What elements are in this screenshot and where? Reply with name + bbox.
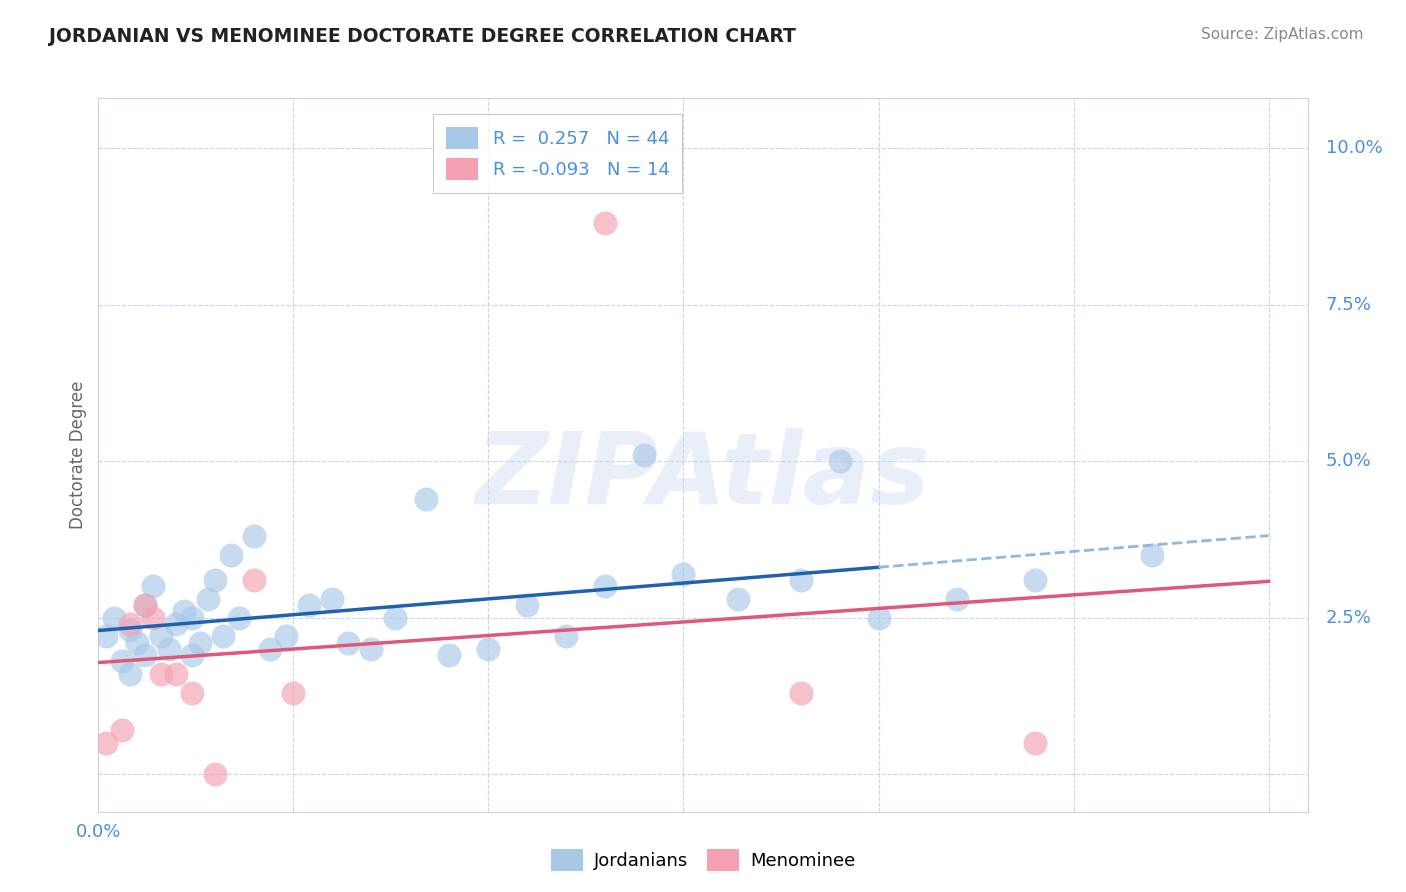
- Point: [516, 598, 538, 612]
- Point: [868, 610, 890, 624]
- Point: [134, 598, 156, 612]
- Point: [1024, 736, 1046, 750]
- Point: [1024, 573, 1046, 587]
- Y-axis label: Doctorate Degree: Doctorate Degree: [69, 381, 87, 529]
- Point: [595, 216, 617, 230]
- Text: 7.5%: 7.5%: [1326, 295, 1372, 314]
- Point: [149, 667, 172, 681]
- Point: [212, 630, 235, 644]
- Point: [283, 686, 305, 700]
- Point: [181, 610, 204, 624]
- Point: [181, 686, 204, 700]
- Point: [165, 616, 187, 631]
- Point: [204, 767, 226, 781]
- Point: [173, 604, 195, 618]
- Point: [118, 616, 141, 631]
- Point: [274, 630, 297, 644]
- Point: [111, 655, 134, 669]
- Text: 2.5%: 2.5%: [1326, 608, 1372, 627]
- Point: [228, 610, 250, 624]
- Text: JORDANIAN VS MENOMINEE DOCTORATE DEGREE CORRELATION CHART: JORDANIAN VS MENOMINEE DOCTORATE DEGREE …: [49, 27, 796, 45]
- Point: [181, 648, 204, 663]
- Point: [727, 591, 749, 606]
- Point: [555, 630, 578, 644]
- Text: ZIPAtlas: ZIPAtlas: [475, 428, 931, 524]
- Text: 0.0%: 0.0%: [76, 823, 121, 841]
- Point: [96, 630, 118, 644]
- Point: [157, 642, 180, 657]
- Legend: Jordanians, Menominee: Jordanians, Menominee: [544, 842, 862, 879]
- Point: [945, 591, 967, 606]
- Point: [118, 623, 141, 637]
- Point: [298, 598, 321, 612]
- Point: [633, 448, 655, 462]
- Point: [118, 667, 141, 681]
- Point: [142, 579, 165, 593]
- Text: 5.0%: 5.0%: [1326, 452, 1371, 470]
- Point: [595, 579, 617, 593]
- Point: [197, 591, 219, 606]
- Point: [243, 573, 266, 587]
- Point: [259, 642, 281, 657]
- Point: [111, 723, 134, 738]
- Point: [439, 648, 461, 663]
- Point: [789, 573, 811, 587]
- Point: [789, 686, 811, 700]
- Point: [243, 529, 266, 543]
- Point: [672, 566, 695, 581]
- Point: [96, 736, 118, 750]
- Point: [1140, 548, 1163, 562]
- Point: [321, 591, 343, 606]
- Point: [219, 548, 242, 562]
- Point: [477, 642, 499, 657]
- Point: [134, 648, 156, 663]
- Point: [188, 636, 211, 650]
- Point: [149, 630, 172, 644]
- Point: [337, 636, 360, 650]
- Point: [415, 491, 437, 506]
- Legend: R =  0.257   N = 44, R = -0.093   N = 14: R = 0.257 N = 44, R = -0.093 N = 14: [433, 114, 682, 193]
- Point: [103, 610, 125, 624]
- Point: [142, 610, 165, 624]
- Point: [127, 636, 149, 650]
- Point: [134, 598, 156, 612]
- Text: 10.0%: 10.0%: [1326, 139, 1382, 157]
- Point: [165, 667, 187, 681]
- Point: [828, 454, 851, 468]
- Point: [384, 610, 406, 624]
- Text: Source: ZipAtlas.com: Source: ZipAtlas.com: [1201, 27, 1364, 42]
- Point: [204, 573, 226, 587]
- Point: [360, 642, 382, 657]
